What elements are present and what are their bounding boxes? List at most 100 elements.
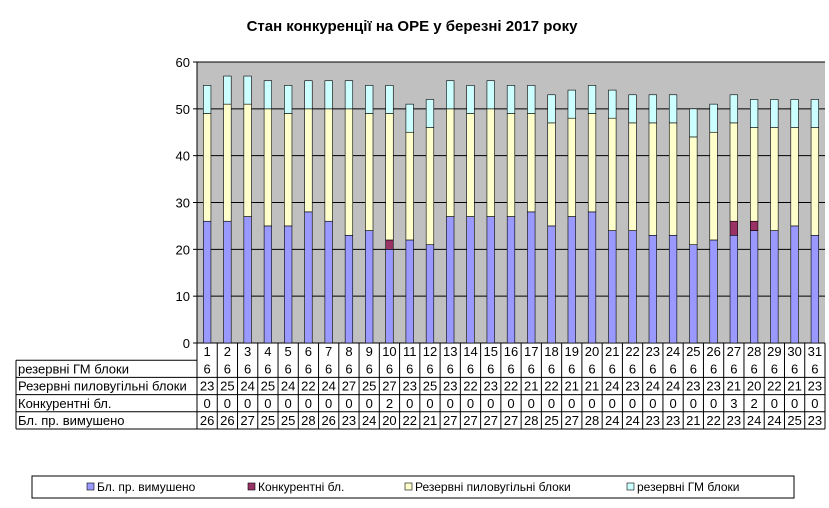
data-label: 24	[646, 379, 660, 394]
legend-swatch	[247, 482, 256, 491]
data-label: 24	[362, 413, 376, 428]
bar-segment-series-1	[689, 244, 698, 344]
data-label: 22	[402, 413, 416, 428]
bar-segment-series-3	[466, 113, 475, 217]
bar-segment-series-3	[810, 127, 819, 236]
bar-segment-series-1	[446, 216, 455, 344]
data-label: 23	[646, 413, 660, 428]
data-label: 6	[528, 361, 535, 376]
bar-segment-series-3	[587, 113, 597, 213]
bar-segment-series-3	[790, 127, 799, 227]
data-label: 21	[565, 379, 579, 394]
data-label: 0	[224, 396, 231, 411]
y-axis: 0 10 20 30 40 50 60	[176, 55, 825, 351]
data-label: 0	[204, 396, 211, 411]
bar-segment-series-1	[223, 220, 232, 344]
data-label: 21	[585, 379, 599, 394]
bar-segment-series-1	[648, 234, 657, 344]
x-tick-label: 4	[264, 344, 271, 359]
bar-segment-series-2	[385, 239, 394, 250]
data-label: 25	[362, 379, 376, 394]
data-label: 6	[730, 361, 737, 376]
data-label: 26	[220, 413, 234, 428]
data-label: 23	[625, 379, 639, 394]
x-tick-label: 2	[224, 344, 231, 359]
data-label: 22	[301, 379, 315, 394]
data-label: 6	[406, 361, 413, 376]
legend-swatch	[626, 482, 635, 491]
data-label: 0	[528, 396, 535, 411]
data-label: 6	[467, 361, 474, 376]
data-label: 0	[264, 396, 271, 411]
data-label: 0	[305, 396, 312, 411]
bar-segment-series-4	[203, 85, 212, 114]
bar-segment-series-1	[506, 216, 516, 344]
data-label: 6	[811, 361, 818, 376]
bar-segment-series-4	[385, 85, 394, 114]
data-label: 0	[568, 396, 575, 411]
bar-segment-series-3	[365, 113, 374, 231]
data-label: 23	[342, 413, 356, 428]
bar-segment-series-1	[527, 211, 536, 344]
data-table: 1 2 3 4 5 6 7 8 9 10 11 12 13 14 15 16 17 18 19 20 21 22 23 24 2…	[15, 343, 826, 430]
bar-segment-series-3	[668, 122, 678, 236]
data-label: 0	[244, 396, 251, 411]
data-label: 23	[402, 379, 416, 394]
data-label: 0	[447, 396, 454, 411]
bar-segment-series-1	[547, 225, 556, 344]
table-row-label: Конкурентні бл.	[18, 396, 112, 411]
x-tick-label: 23	[646, 344, 660, 359]
bar-segment-series-3	[284, 113, 293, 227]
bar-segment-series-3	[203, 113, 212, 222]
bar-segment-series-3	[770, 127, 779, 231]
data-label: 0	[690, 396, 697, 411]
data-label: 22	[504, 379, 518, 394]
data-label: 6	[386, 361, 393, 376]
bar-segment-series-1	[668, 234, 678, 344]
x-tick-label: 17	[524, 344, 538, 359]
bar-segment-series-1	[425, 244, 435, 344]
bar-segment-series-3	[405, 131, 414, 241]
bar-segment-series-4	[567, 89, 576, 119]
bar-segment-series-3	[324, 108, 333, 222]
data-label: 6	[426, 361, 433, 376]
bar-segment-series-3	[709, 131, 718, 241]
data-label: 21	[727, 379, 741, 394]
data-label: 27	[342, 379, 356, 394]
data-label: 6	[264, 361, 271, 376]
data-label: 6	[588, 361, 595, 376]
data-label: 26	[200, 413, 214, 428]
data-label: 24	[605, 413, 619, 428]
table-row-label: резервні ГМ блоки	[18, 361, 129, 376]
bar-segment-series-4	[608, 89, 617, 119]
data-label: 23	[706, 379, 720, 394]
bar-segment-series-4	[770, 99, 779, 128]
data-label: 6	[609, 361, 616, 376]
data-label: 6	[285, 361, 292, 376]
data-label: 0	[771, 396, 778, 411]
legend-swatch	[86, 482, 95, 491]
data-label: 21	[423, 413, 437, 428]
data-label: 24	[605, 379, 619, 394]
bar-segment-series-1	[365, 230, 374, 344]
chart-title: Стан конкуренції на ОРЕ у березні 2017 р…	[247, 18, 579, 35]
bar-segment-series-3	[223, 103, 232, 222]
bar-segment-series-4	[810, 99, 819, 128]
bar-segment-series-4	[243, 75, 252, 105]
bar-segment-series-1	[203, 220, 212, 344]
bar-segment-series-3	[527, 113, 536, 213]
x-tick-label: 11	[403, 344, 417, 359]
bar-segment-series-1	[608, 230, 617, 344]
bar-segment-series-3	[486, 108, 495, 217]
y-tick-label: 0	[183, 336, 190, 351]
data-label: 2	[386, 396, 393, 411]
data-label: 21	[787, 379, 801, 394]
table-row-label: Бл. пр. вимушено	[18, 413, 125, 428]
table-row-label: Резервні пиловугільні блоки	[18, 379, 187, 394]
bar-segment-series-4	[284, 85, 293, 114]
data-label: 22	[706, 413, 720, 428]
data-label: 2	[750, 396, 757, 411]
x-tick-label: 22	[625, 344, 639, 359]
data-label: 6	[568, 361, 575, 376]
